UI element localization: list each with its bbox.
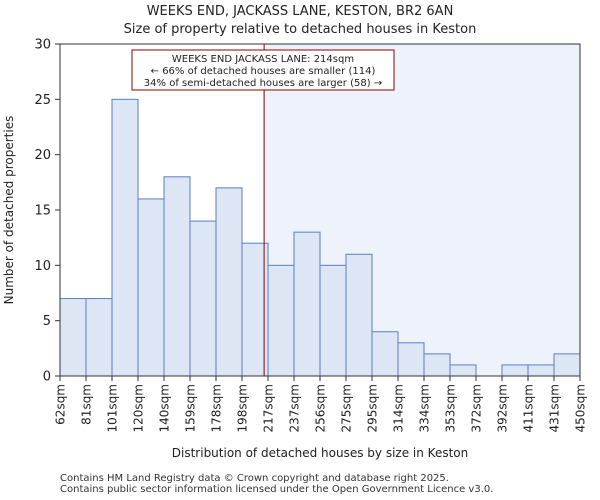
y-tick-label: 10 [34,259,51,274]
x-tick-label: 120sqm [132,384,146,432]
bar [553,353,581,377]
x-tick-label: 178sqm [210,384,224,432]
x-axis-label: Distribution of detached houses by size … [172,446,468,460]
annotation-line: ← 66% of detached houses are smaller (11… [151,66,376,77]
x-tick-label: 237sqm [288,384,302,432]
x-tick-label: 431sqm [548,384,562,432]
y-tick-label: 25 [34,93,51,108]
bar [501,364,529,377]
bar [215,187,243,377]
x-tick-label: 295sqm [366,384,380,432]
chart-title: WEEKS END, JACKASS LANE, KESTON, BR2 6AN [146,4,454,19]
x-tick-label: 217sqm [262,384,276,432]
y-tick-label: 20 [34,148,51,163]
y-tick-label: 15 [34,204,51,219]
footer: Contains HM Land Registry data © Crown c… [60,473,493,495]
x-tick-label: 101sqm [106,384,120,432]
x-tick-label: 198sqm [236,384,250,432]
x-tick-label: 372sqm [470,384,484,432]
bar [137,198,165,377]
x-tick-label: 411sqm [522,384,536,432]
bar [527,364,555,377]
y-axis-label: Number of detached properties [2,116,16,305]
footer-line-2: Contains public sector information licen… [60,484,494,495]
x-tick-label: 275sqm [340,384,354,432]
bar [267,264,295,377]
x-tick-label: 314sqm [392,384,406,432]
x-tick-label: 450sqm [574,384,588,432]
y-tick-label: 0 [43,370,51,385]
chart: WEEKS END JACKASS LANE: 214sqm← 66% of d… [2,38,588,461]
footer-line-1: Contains HM Land Registry data © Crown c… [60,473,449,484]
bar [345,253,373,377]
x-tick-label: 392sqm [496,384,510,432]
x-tick-label: 140sqm [158,384,172,432]
annotation-line: WEEKS END JACKASS LANE: 214sqm [172,54,354,65]
x-tick-label: 62sqm [54,384,68,425]
annotation-line: 34% of semi-detached houses are larger (… [144,78,382,89]
bar [319,264,347,377]
bar [397,342,425,377]
bar [85,298,113,377]
bar [293,231,321,377]
y-tick-label: 5 [43,314,51,329]
x-tick-label: 81sqm [80,384,94,425]
annotation-box [131,49,395,91]
bar [371,331,399,377]
x-tick-label: 353sqm [444,384,458,432]
bar [423,353,451,377]
x-tick-label: 256sqm [314,384,328,432]
y-tick-label: 30 [34,38,51,53]
bar [59,298,87,377]
x-tick-label: 334sqm [418,384,432,432]
bar [111,98,139,377]
bar [189,220,217,377]
x-tick-label: 159sqm [184,384,198,432]
bar [449,364,477,377]
bar [163,176,191,377]
chart-subtitle: Size of property relative to detached ho… [123,22,477,37]
